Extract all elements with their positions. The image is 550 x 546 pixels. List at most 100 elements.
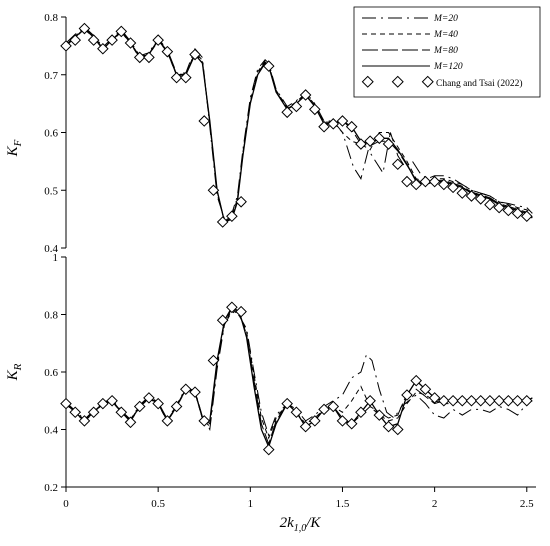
top-marker-chang-and-tsai-2022 — [152, 34, 164, 46]
top-y-tick-label: 0.6 — [44, 128, 58, 140]
bottom-marker-chang-and-tsai-2022 — [438, 394, 450, 407]
bottom-marker-chang-and-tsai-2022 — [456, 394, 469, 407]
top-marker-chang-and-tsai-2022 — [520, 210, 533, 223]
top-marker-chang-and-tsai-2022 — [382, 138, 395, 150]
top-marker-chang-and-tsai-2022 — [355, 138, 367, 150]
top-marker-chang-and-tsai-2022 — [97, 42, 109, 55]
bottom-marker-chang-and-tsai-2022 — [235, 305, 247, 318]
top-marker-chang-and-tsai-2022 — [262, 60, 275, 72]
top-marker-chang-and-tsai-2022 — [447, 181, 459, 194]
bottom-panel-kr: 0.2 0.4 0.6 0.8 1 0 0.5 1 1.5 2 2.5 KR 2k1,0/K — [5, 252, 536, 534]
top-marker-chang-and-tsai-2022 — [198, 115, 211, 127]
legend-label-m120: M=120 — [433, 62, 463, 72]
top-marker-chang-and-tsai-2022 — [161, 45, 174, 58]
bottom-marker-chang-and-tsai-2022 — [161, 415, 174, 427]
bottom-marker-chang-and-tsai-2022 — [336, 415, 349, 427]
top-marker-chang-and-tsai-2022 — [410, 178, 422, 191]
top-y-tick-label: 0.7 — [44, 70, 58, 82]
top-marker-chang-and-tsai-2022 — [170, 71, 183, 84]
bottom-marker-chang-and-tsai-2022 — [226, 301, 238, 314]
bottom-marker-chang-and-tsai-2022 — [474, 394, 487, 407]
top-marker-chang-and-tsai-2022 — [309, 103, 321, 116]
bottom-marker-chang-and-tsai-2022 — [281, 397, 293, 410]
bottom-marker-chang-and-tsai-2022 — [391, 423, 404, 436]
top-marker-chang-and-tsai-2022 — [281, 106, 293, 119]
x-tick-label: 1.5 — [336, 498, 350, 510]
top-marker-chang-and-tsai-2022 — [216, 216, 229, 228]
top-marker-chang-and-tsai-2022 — [226, 210, 238, 223]
bottom-ylabel-main: K — [5, 369, 21, 381]
top-marker-chang-and-tsai-2022 — [391, 158, 404, 171]
bottom-marker-chang-and-tsai-2022 — [133, 400, 146, 413]
bottom-ylabel-sub: R — [12, 363, 24, 371]
bottom-marker-chang-and-tsai-2022 — [60, 397, 72, 410]
bottom-marker-chang-and-tsai-2022 — [87, 406, 100, 419]
top-marker-chang-and-tsai-2022 — [336, 115, 349, 127]
bottom-y-tick-label: 0.6 — [44, 367, 58, 379]
top-y-ticks: 0.4 0.5 0.6 0.7 0.8 — [44, 12, 66, 255]
top-marker-chang-and-tsai-2022 — [69, 34, 82, 46]
x-tick-label: 0 — [63, 498, 69, 510]
top-marker-chang-and-tsai-2022 — [60, 40, 72, 52]
bottom-marker-chang-and-tsai-2022 — [428, 392, 441, 404]
top-marker-chang-and-tsai-2022 — [474, 193, 487, 205]
bottom-y-ticks: 0.2 0.4 0.6 0.8 1 — [44, 252, 66, 494]
top-marker-chang-and-tsai-2022 — [484, 198, 496, 211]
top-marker-chang-and-tsai-2022 — [428, 175, 441, 188]
top-marker-chang-and-tsai-2022 — [124, 37, 137, 49]
bottom-marker-chang-and-tsai-2022 — [143, 392, 155, 404]
bottom-marker-chang-and-tsai-2022 — [152, 397, 164, 410]
bottom-marker-chang-and-tsai-2022 — [484, 394, 496, 407]
legend: M=20 M=40 M=80 M=120 Chang and Tsai (202… — [353, 6, 541, 98]
top-marker-chang-and-tsai-2022 — [318, 120, 330, 133]
top-marker-chang-and-tsai-2022 — [207, 184, 220, 197]
bottom-marker-chang-and-tsai-2022 — [290, 406, 303, 419]
top-y-axis-title: KF — [5, 139, 24, 157]
bottom-marker-chang-and-tsai-2022 — [520, 394, 533, 407]
bottom-marker-chang-and-tsai-2022 — [78, 415, 91, 427]
bottom-marker-chang-and-tsai-2022 — [447, 394, 459, 407]
bottom-marker-chang-and-tsai-2022 — [373, 409, 386, 421]
top-marker-chang-and-tsai-2022 — [493, 201, 505, 214]
x-tick-label: 0.5 — [151, 498, 165, 510]
bottom-marker-chang-and-tsai-2022 — [97, 397, 109, 410]
top-marker-chang-and-tsai-2022 — [373, 132, 386, 145]
top-y-tick-label: 0.5 — [44, 185, 58, 197]
x-tick-label: 2 — [432, 498, 438, 510]
top-marker-chang-and-tsai-2022 — [438, 178, 450, 191]
bottom-marker-chang-and-tsai-2022 — [318, 403, 330, 416]
top-marker-chang-and-tsai-2022 — [290, 100, 303, 113]
legend-label-chang-tsai: Chang and Tsai (2022) — [436, 78, 523, 89]
bottom-marker-chang-and-tsai-2022 — [382, 420, 395, 433]
top-marker-chang-and-tsai-2022 — [465, 190, 478, 202]
legend-label-m80: M=80 — [433, 46, 458, 56]
bottom-marker-chang-and-tsai-2022 — [511, 394, 524, 407]
bottom-marker-chang-and-tsai-2022 — [207, 354, 220, 367]
legend-label-m20: M=20 — [433, 14, 458, 24]
top-marker-chang-and-tsai-2022 — [345, 120, 358, 133]
legend-box — [353, 6, 541, 98]
x-tick-label: 1 — [248, 498, 254, 510]
bottom-marker-chang-and-tsai-2022 — [401, 389, 413, 401]
legend-marker-3 — [421, 75, 434, 88]
top-marker-chang-and-tsai-2022 — [133, 51, 146, 64]
top-marker-chang-and-tsai-2022 — [78, 22, 91, 35]
bottom-marker-chang-and-tsai-2022 — [189, 386, 201, 398]
bottom-marker-chang-and-tsai-2022 — [216, 314, 229, 327]
top-marker-chang-and-tsai-2022 — [180, 71, 192, 84]
bottom-marker-chang-and-tsai-2022 — [124, 416, 137, 429]
top-marker-chang-and-tsai-2022 — [364, 135, 376, 147]
top-marker-chang-and-tsai-2022 — [143, 51, 155, 64]
bottom-marker-chang-and-tsai-2022 — [106, 394, 118, 407]
bottom-marker-chang-and-tsai-2022 — [345, 417, 358, 430]
top-marker-chang-and-tsai-2022 — [115, 25, 128, 38]
xlabel-part-1: 2k — [280, 515, 295, 531]
legend-label-m40: M=40 — [433, 30, 458, 40]
bottom-marker-chang-and-tsai-2022 — [502, 394, 515, 407]
bottom-marker-chang-and-tsai-2022 — [262, 443, 275, 456]
x-ticks: 0 0.5 1 1.5 2 2.5 — [63, 487, 534, 510]
bottom-marker-chang-and-tsai-2022 — [355, 406, 367, 419]
top-ylabel-sub: F — [12, 139, 24, 147]
bottom-marker-chang-and-tsai-2022 — [419, 383, 432, 396]
